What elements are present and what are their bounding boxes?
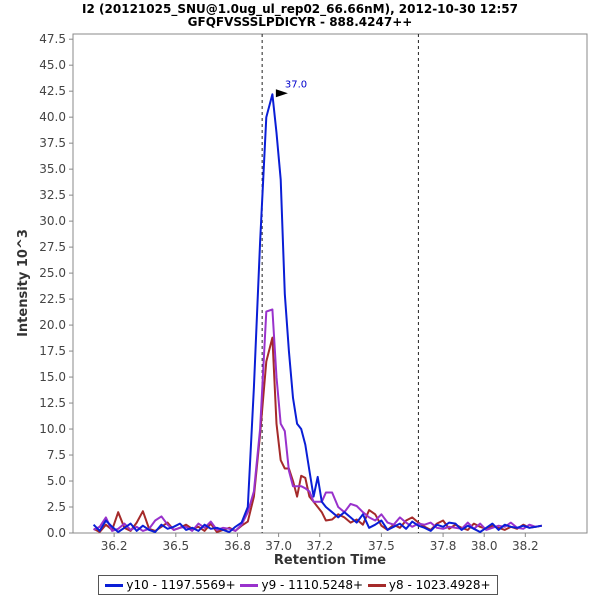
chart-subtitle: GFQFVSSSLPDICYR - 888.4247++	[188, 15, 413, 29]
x-tick-label: 36.2	[101, 539, 128, 553]
x-tick-label: 37.2	[306, 539, 333, 553]
series-line	[93, 308, 542, 532]
legend-label: y9 - 1110.5248+	[261, 578, 364, 592]
y-tick-label: 30.0	[39, 214, 66, 228]
y-tick-label: 22.5	[39, 292, 66, 306]
y-tick-label: 0.0	[47, 526, 66, 540]
y-tick-label: 42.5	[39, 84, 66, 98]
y-tick-label: 35.0	[39, 162, 66, 176]
legend-swatch	[240, 583, 259, 587]
legend-item: y10 - 1197.5569+	[105, 578, 236, 592]
y-tick-label: 15.0	[39, 370, 66, 384]
x-tick-label: 37.5	[368, 539, 395, 553]
peak-marker	[275, 89, 288, 98]
x-axis-label: Retention Time	[274, 553, 386, 568]
y-axis-label: Intensity 10^3	[16, 229, 31, 337]
integration-boundaries	[261, 34, 419, 533]
x-axis-ticks: 36.2 36.5 36.8 37.0 37.2 37.5 37.8 38.0 38.2	[101, 533, 539, 553]
x-tick-label: 36.5	[162, 539, 189, 553]
x-tick-label: 37.8	[430, 539, 457, 553]
x-tick-label: 38.2	[512, 539, 539, 553]
y-tick-label: 40.0	[39, 110, 66, 124]
y-tick-label: 2.5	[47, 500, 66, 514]
chart-title: I2 (20121025_SNU@1.0ug_ul_rep02_66.66nM)…	[82, 2, 518, 17]
legend-item: y8 - 1023.4928+	[367, 578, 491, 592]
y-tick-label: 27.5	[39, 240, 66, 254]
y-tick-label: 45.0	[39, 58, 66, 72]
y-tick-label: 37.5	[39, 136, 66, 150]
y-tick-label: 17.5	[39, 344, 66, 358]
plot-area	[72, 33, 588, 534]
series-layer	[92, 93, 542, 533]
y-tick-label: 32.5	[39, 188, 66, 202]
x-tick-label: 38.0	[471, 539, 498, 553]
x-tick-label: 36.8	[224, 539, 251, 553]
legend-label: y8 - 1023.4928+	[388, 578, 491, 592]
peak-label: 37.0	[285, 79, 307, 90]
peak-annotation: 37.0	[275, 79, 307, 98]
y-tick-label: 7.5	[47, 448, 66, 462]
legend-swatch	[367, 583, 386, 587]
y-tick-label: 10.0	[39, 422, 66, 436]
y-tick-label: 5.0	[47, 474, 66, 488]
y-axis-ticks: 0.0 2.5 5.0 7.5 10.0 12.5 15.0 17.5 20.0 22.5 25.0…	[39, 32, 73, 540]
series-line	[92, 93, 542, 533]
y-tick-label: 47.5	[39, 32, 66, 46]
y-tick-label: 25.0	[39, 266, 66, 280]
legend-item: y9 - 1110.5248+	[240, 578, 363, 592]
legend-label: y10 - 1197.5569+	[126, 578, 236, 592]
y-tick-label: 20.0	[39, 318, 66, 332]
chart-legend: y10 - 1197.5569+ y9 - 1110.5248+ y8 - 1023…	[98, 575, 498, 595]
legend-swatch	[105, 583, 124, 587]
x-tick-label: 37.0	[265, 539, 292, 553]
y-tick-label: 12.5	[39, 396, 66, 410]
